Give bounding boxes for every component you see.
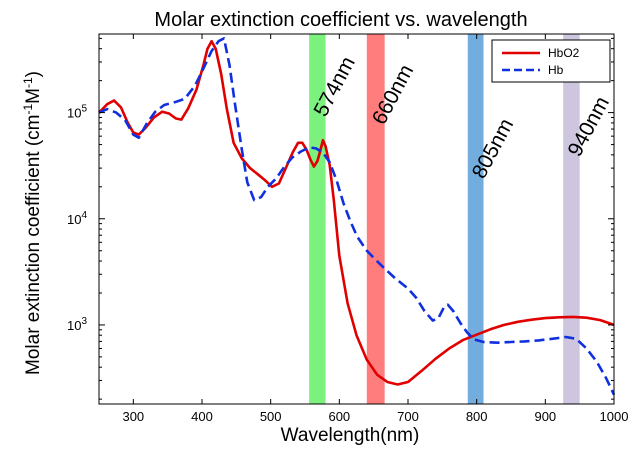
legend-label-HbO2: HbO2 bbox=[548, 46, 580, 60]
legend: HbO2 Hb bbox=[491, 39, 611, 83]
x-tick-label-300: 300 bbox=[122, 409, 144, 424]
series-line-HbO2 bbox=[98, 39, 615, 386]
y-axis-label-sup1: -1 bbox=[21, 104, 35, 115]
legend-box bbox=[491, 39, 611, 83]
chart-title: Molar extinction coefficient vs. wavelen… bbox=[154, 9, 527, 31]
x-ticks: 300 400 500 600 700 800 900 1000 bbox=[122, 34, 628, 424]
band-805nm bbox=[467, 34, 484, 404]
y-axis-label: Molar extinction coefficient (cm-1M-1) bbox=[21, 71, 44, 375]
x-tick-label-500: 500 bbox=[260, 409, 282, 424]
x-tick-label-800: 800 bbox=[466, 409, 488, 424]
y-tick-label-1000: 103 bbox=[67, 316, 87, 333]
series-layer bbox=[98, 37, 616, 396]
y-ticks: 103 104 105 bbox=[67, 37, 614, 400]
bands-layer bbox=[309, 34, 580, 404]
series-line-Hb bbox=[98, 37, 616, 396]
x-tick-label-900: 900 bbox=[534, 409, 556, 424]
x-tick-label-400: 400 bbox=[191, 409, 213, 424]
x-axis-label: Wavelength(nm) bbox=[281, 425, 420, 446]
x-tick-label-600: 600 bbox=[328, 409, 350, 424]
x-tick-label-1000: 1000 bbox=[600, 409, 629, 424]
y-axis-label-sup2: -1 bbox=[21, 77, 35, 88]
band-940nm bbox=[563, 34, 580, 404]
y-tick-label-100000: 105 bbox=[67, 104, 87, 121]
legend-label-Hb: Hb bbox=[548, 63, 564, 77]
y-axis-label-main: Molar extinction coefficient (cm bbox=[23, 115, 44, 375]
band-660nm bbox=[366, 34, 385, 404]
y-tick-label-10000: 104 bbox=[67, 210, 87, 227]
y-axis-label-end: ) bbox=[23, 71, 44, 77]
x-tick-label-700: 700 bbox=[397, 409, 419, 424]
plot-frame bbox=[98, 33, 615, 405]
y-axis-label-mid: M bbox=[23, 88, 44, 104]
band-574nm bbox=[309, 34, 326, 404]
